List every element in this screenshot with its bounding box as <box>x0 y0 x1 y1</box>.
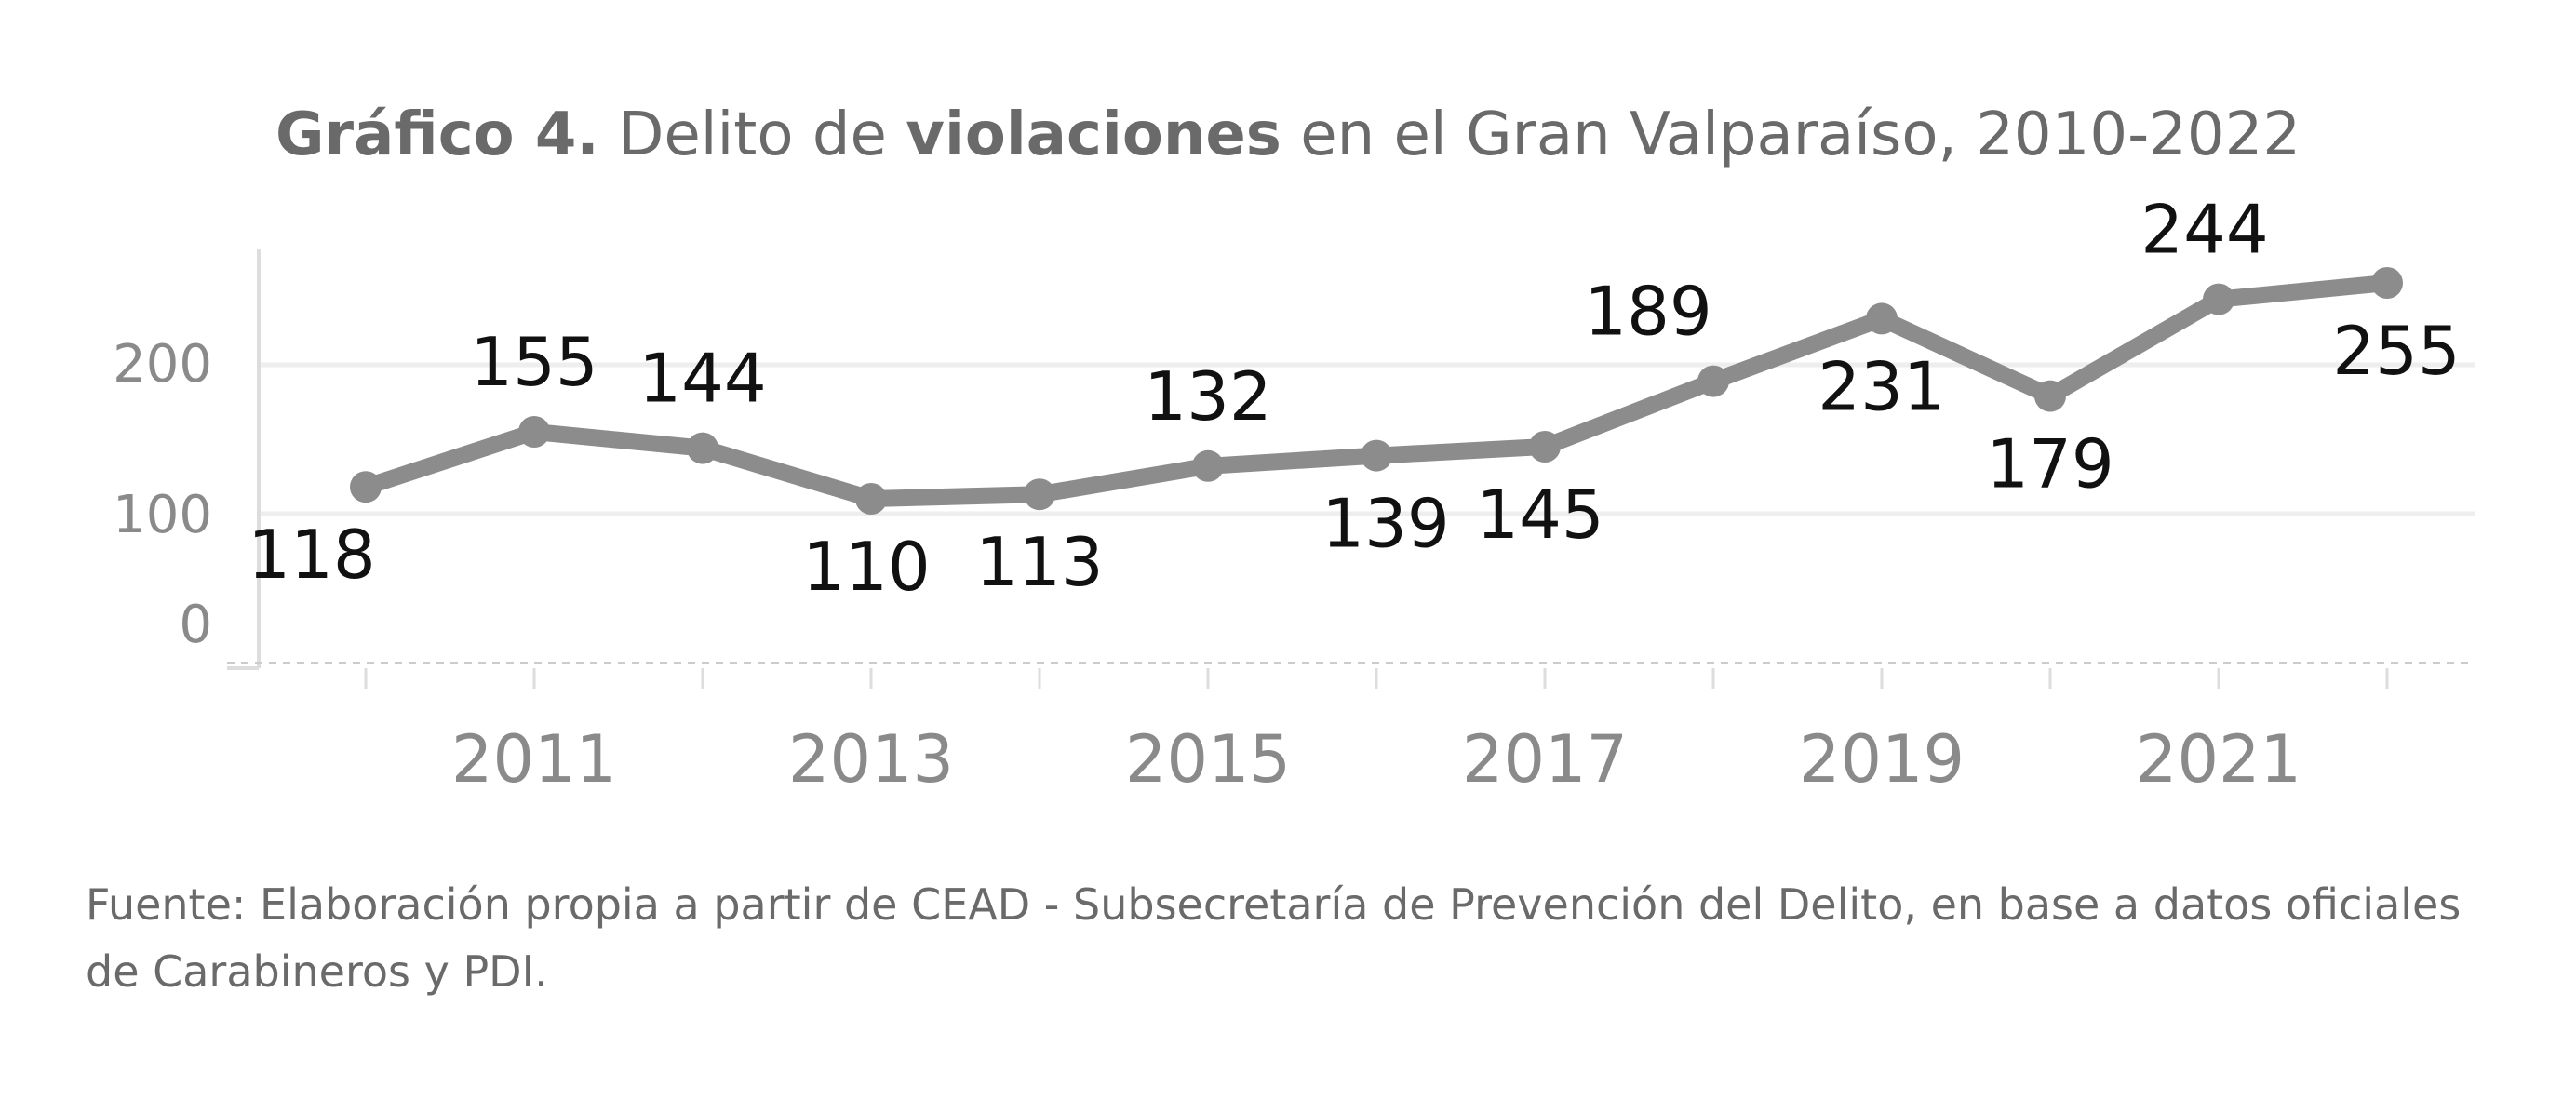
data-label: 255 <box>2332 312 2460 390</box>
data-point <box>2034 380 2066 412</box>
data-label: 113 <box>975 523 1103 601</box>
data-point <box>518 416 550 448</box>
data-point <box>1697 365 1729 397</box>
data-label: 145 <box>1476 476 1603 554</box>
data-label: 144 <box>638 340 766 418</box>
chart-title-subject: violaciones <box>906 101 1281 169</box>
data-point <box>1024 478 1055 511</box>
chart-title-text-2: en el Gran Valparaíso, 2010-2022 <box>1281 101 2301 169</box>
data-label: 179 <box>1986 425 2113 503</box>
x-tick-label: 2019 <box>1799 721 1965 798</box>
data-label: 155 <box>470 323 597 401</box>
data-label: 244 <box>2140 191 2268 269</box>
y-tick-label: 100 <box>113 485 212 545</box>
data-label: 231 <box>1818 347 1945 425</box>
data-label: 132 <box>1144 357 1271 436</box>
chart-title: Gráfico 4. Delito de violaciones en el G… <box>0 101 2576 169</box>
data-point <box>1361 439 1392 472</box>
x-tick-label: 2011 <box>451 721 617 798</box>
data-label: 139 <box>1322 485 1449 563</box>
x-tick-label: 2013 <box>788 721 954 798</box>
data-point <box>1192 449 1224 482</box>
data-point <box>2203 283 2234 315</box>
data-point <box>687 432 718 464</box>
x-tick-label: 2021 <box>2136 721 2301 798</box>
y-tick-label: 0 <box>179 595 212 655</box>
y-tick-label: 200 <box>113 334 212 395</box>
source-note: Fuente: Elaboración propia a partir de C… <box>86 879 2462 997</box>
chart-title-number: Gráfico 4. <box>275 101 599 169</box>
data-label: 189 <box>1584 273 1711 351</box>
x-tick-label: 2015 <box>1125 721 1291 798</box>
data-point <box>855 483 887 515</box>
data-label: 110 <box>802 528 930 606</box>
data-point <box>1866 302 1898 335</box>
x-tick-label: 2017 <box>1462 721 1628 798</box>
data-point <box>1529 431 1561 463</box>
data-point <box>350 471 382 503</box>
data-label: 118 <box>248 516 375 594</box>
data-point <box>2371 267 2403 299</box>
chart-title-text-1: Delito de <box>598 101 906 169</box>
